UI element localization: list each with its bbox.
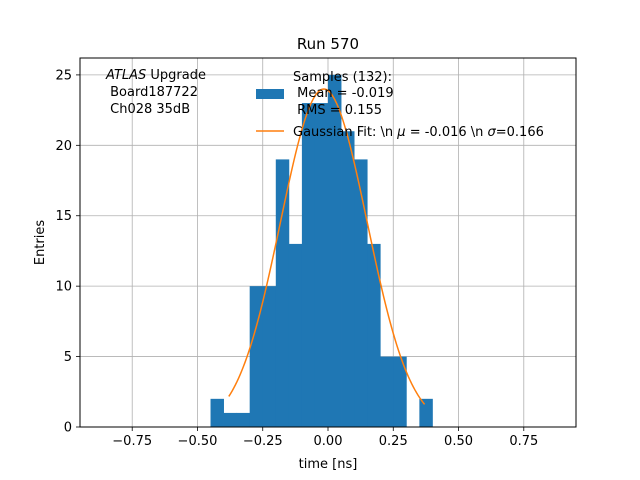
x-tick-label-2: −0.25 (243, 434, 283, 449)
histogram-bar-11 (354, 159, 368, 427)
histogram-bar-13 (380, 356, 394, 427)
y-tick-label-3: 15 (55, 209, 72, 224)
x-tick-label-4: 0.25 (379, 434, 408, 449)
histogram-bar-12 (367, 243, 381, 427)
histogram-bar-4 (262, 286, 277, 427)
x-tick-label-1: −0.50 (178, 434, 218, 449)
annotation-upgrade: Upgrade (146, 68, 206, 83)
histogram-bar-6 (288, 243, 303, 427)
legend-fit-label: Gaussian Fit: \n μ = -0.016 \n σ=0.166 (293, 125, 544, 140)
legend-hist-label-line-3: RMS = 0.155 (293, 103, 382, 118)
x-tick-label-3: 0.00 (314, 434, 343, 449)
histogram-bar-8 (314, 103, 329, 428)
legend-hist-label-line-2: Mean = -0.019 (293, 86, 394, 101)
histogram-bars (210, 74, 433, 428)
legend-fit-mid: = -0.016 \n (406, 125, 488, 140)
y-axis-label: Entries (33, 220, 48, 266)
x-axis-label: time [ns] (299, 457, 358, 472)
x-axis-ticks: −0.75 −0.50 −0.25 0.00 0.25 0.50 0.75 (112, 427, 538, 449)
histogram-bar-16 (419, 398, 433, 427)
histogram-bar-10 (341, 131, 355, 428)
legend-hist-label-line-1: Samples (132): (293, 70, 392, 85)
annotation-atlas: ATLAS (105, 68, 146, 83)
legend-fit-post: =0.166 (496, 125, 544, 140)
legend-fit-pre: Gaussian Fit: \n (293, 125, 397, 140)
histogram-bar-14 (393, 356, 407, 427)
y-tick-label-4: 20 (55, 139, 72, 154)
histogram-bar-0 (210, 398, 224, 427)
legend-fit-mu: μ (396, 125, 405, 140)
y-axis-ticks: 0 5 10 15 20 25 (55, 68, 80, 436)
x-tick-label-0: −0.75 (112, 434, 152, 449)
y-tick-label-0: 0 (64, 421, 72, 436)
histogram-bar-3 (249, 286, 264, 427)
histogram-bar-7 (301, 103, 316, 428)
legend-fit-sigma: σ (488, 125, 497, 140)
legend: Samples (132): Mean = -0.019 RMS = 0.155… (256, 70, 544, 140)
gaussian-fit-curve (228, 88, 426, 405)
x-tick-label-6: 0.75 (509, 434, 538, 449)
legend-hist-swatch (256, 89, 284, 99)
histogram-bar-5 (275, 159, 290, 427)
y-tick-label-2: 10 (55, 280, 72, 295)
histogram-bar-1 (223, 412, 238, 427)
histogram-bar-9 (328, 74, 342, 428)
x-tick-label-5: 0.50 (444, 434, 473, 449)
annotation-line-1: ATLAS Upgrade (105, 68, 206, 83)
y-tick-label-5: 25 (55, 68, 72, 83)
annotation-line-2: Board187722 (106, 85, 198, 100)
chart-title: Run 570 (297, 35, 359, 53)
annotation-line-3: Ch028 35dB (106, 102, 190, 117)
atlas-annotation: ATLAS Upgrade Board187722 Ch028 35dB (105, 68, 206, 117)
y-tick-label-1: 5 (64, 350, 72, 365)
histogram-bar-2 (236, 412, 251, 427)
